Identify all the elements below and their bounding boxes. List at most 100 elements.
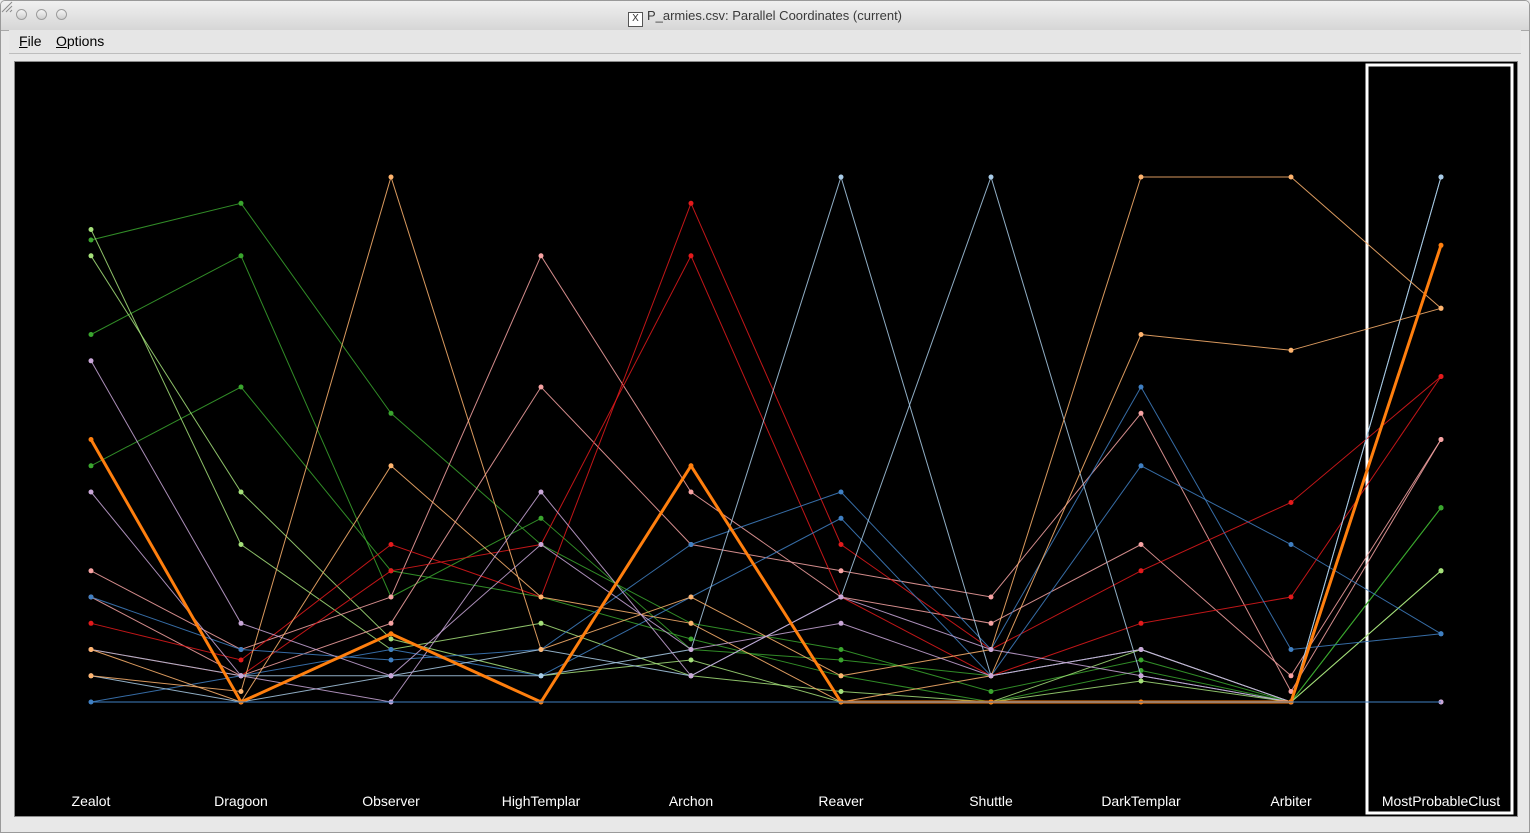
axis-label-MostProbableClust[interactable]: MostProbableClust xyxy=(1382,793,1500,809)
data-point-Arbiter[interactable] xyxy=(1288,174,1294,180)
data-point-HighTemplar[interactable] xyxy=(538,594,544,600)
data-point-Shuttle[interactable] xyxy=(988,174,994,180)
data-point-Observer[interactable] xyxy=(388,657,394,663)
data-point-HighTemplar[interactable] xyxy=(538,384,544,390)
data-point-MostProbableClust[interactable] xyxy=(1438,631,1444,637)
resize-grip-icon[interactable] xyxy=(1,1,13,13)
series-line[interactable] xyxy=(90,307,1442,703)
data-point-Observer[interactable] xyxy=(388,542,394,547)
data-point-Arbiter[interactable] xyxy=(1288,673,1294,679)
data-point-HighTemplar[interactable] xyxy=(538,253,544,259)
series-line[interactable] xyxy=(90,201,1442,661)
data-point-Zealot[interactable] xyxy=(88,673,94,679)
data-point-Zealot[interactable] xyxy=(88,647,94,652)
data-point-Arbiter[interactable] xyxy=(1288,500,1294,505)
series-cluster-lavender-2[interactable] xyxy=(88,489,1444,705)
data-point-Reaver[interactable] xyxy=(838,673,844,679)
data-point-Arbiter[interactable] xyxy=(1288,689,1294,694)
data-point-Arbiter[interactable] xyxy=(1288,647,1294,652)
data-point-Archon[interactable] xyxy=(688,200,694,206)
data-point-DarkTemplar[interactable] xyxy=(1138,384,1144,390)
data-point-Zealot[interactable] xyxy=(88,253,94,259)
data-point-Reaver[interactable] xyxy=(838,620,844,626)
data-point-Shuttle[interactable] xyxy=(988,647,994,652)
axis-label-Reaver[interactable]: Reaver xyxy=(818,793,863,809)
minimize-window-button[interactable] xyxy=(36,9,47,20)
data-point-Observer[interactable] xyxy=(388,647,394,652)
data-point-Dragoon[interactable] xyxy=(238,200,244,206)
series-line[interactable] xyxy=(90,229,1442,703)
data-point-HighTemplar[interactable] xyxy=(538,489,544,495)
data-point-Archon[interactable] xyxy=(688,647,694,652)
data-point-Observer[interactable] xyxy=(388,594,394,600)
data-point-Dragoon[interactable] xyxy=(238,673,244,679)
axis-label-DarkTemplar[interactable]: DarkTemplar xyxy=(1101,793,1181,809)
data-point-Archon[interactable] xyxy=(688,542,694,547)
data-point-Shuttle[interactable] xyxy=(988,689,994,694)
data-point-MostProbableClust[interactable] xyxy=(1438,305,1444,311)
data-point-Observer[interactable] xyxy=(388,673,394,679)
menu-file[interactable]: File xyxy=(19,33,42,49)
data-point-Dragoon[interactable] xyxy=(238,384,244,390)
data-point-DarkTemplar[interactable] xyxy=(1138,332,1144,337)
data-point-Reaver[interactable] xyxy=(838,542,844,547)
axis-label-Zealot[interactable]: Zealot xyxy=(72,793,111,809)
data-point-DarkTemplar[interactable] xyxy=(1138,174,1144,180)
data-point-Observer[interactable] xyxy=(388,568,394,574)
data-point-Reaver[interactable] xyxy=(838,689,844,694)
data-point-DarkTemplar[interactable] xyxy=(1138,657,1144,663)
data-point-HighTemplar[interactable] xyxy=(538,673,544,679)
data-point-DarkTemplar[interactable] xyxy=(1138,568,1144,574)
data-point-Reaver[interactable] xyxy=(838,174,844,180)
parallel-coordinates-chart[interactable]: Zealot Dragoon Observer HighTemplar Archon Re… xyxy=(15,62,1517,816)
title-bar[interactable]: X P_armies.csv: Parallel Coordinates (cur… xyxy=(1,1,1529,31)
series-line[interactable] xyxy=(90,491,1441,703)
data-point-Dragoon[interactable] xyxy=(238,489,244,495)
zoom-window-button[interactable] xyxy=(56,9,67,20)
axis-label-Arbiter[interactable]: Arbiter xyxy=(1270,793,1312,809)
close-window-button[interactable] xyxy=(16,9,27,20)
data-point-Archon[interactable] xyxy=(688,620,694,626)
series-line[interactable] xyxy=(90,385,1442,661)
data-point-Dragoon[interactable] xyxy=(238,657,244,663)
data-point-Observer[interactable] xyxy=(388,620,394,626)
data-point-Zealot[interactable] xyxy=(88,227,94,232)
data-point-DarkTemplar[interactable] xyxy=(1138,463,1144,469)
data-point-Arbiter[interactable] xyxy=(1288,542,1294,547)
data-point-MostProbableClust[interactable] xyxy=(1438,174,1444,180)
data-point-Archon[interactable] xyxy=(688,636,694,642)
data-point-Archon[interactable] xyxy=(688,594,694,600)
data-point-MostProbableClust[interactable] xyxy=(1438,568,1444,574)
data-point-Zealot[interactable] xyxy=(88,463,94,469)
axis-label-Dragoon[interactable]: Dragoon xyxy=(214,793,268,809)
series-line[interactable] xyxy=(90,465,1442,703)
data-point-Dragoon[interactable] xyxy=(238,542,244,547)
data-point-Dragoon[interactable] xyxy=(238,647,244,652)
data-point-Observer[interactable] xyxy=(388,636,394,642)
data-point-Archon[interactable] xyxy=(688,489,694,495)
data-point-DarkTemplar[interactable] xyxy=(1138,542,1144,547)
data-point-Observer[interactable] xyxy=(388,174,394,180)
data-point-DarkTemplar[interactable] xyxy=(1138,673,1144,679)
data-point-HighTemplar[interactable] xyxy=(538,620,544,626)
data-point-MostProbableClust[interactable] xyxy=(1438,505,1444,511)
data-point-Zealot[interactable] xyxy=(88,358,94,364)
data-point-Zealot[interactable] xyxy=(88,568,94,574)
data-point-Dragoon[interactable] xyxy=(238,253,244,259)
data-point-Observer[interactable] xyxy=(388,631,394,637)
series-cluster-red-1[interactable] xyxy=(88,200,1444,663)
data-point-MostProbableClust[interactable] xyxy=(1438,437,1444,442)
data-point-DarkTemplar[interactable] xyxy=(1138,410,1144,416)
data-point-DarkTemplar[interactable] xyxy=(1138,647,1144,652)
data-point-Reaver[interactable] xyxy=(838,647,844,652)
axis-label-HighTemplar[interactable]: HighTemplar xyxy=(502,793,581,809)
data-point-Reaver[interactable] xyxy=(838,594,844,600)
data-point-Shuttle[interactable] xyxy=(988,673,994,679)
data-point-Dragoon[interactable] xyxy=(238,620,244,626)
data-point-Reaver[interactable] xyxy=(838,515,844,521)
data-point-Archon[interactable] xyxy=(688,253,694,259)
data-point-Archon[interactable] xyxy=(688,657,694,663)
data-point-Reaver[interactable] xyxy=(838,568,844,574)
data-point-Observer[interactable] xyxy=(388,410,394,416)
data-point-DarkTemplar[interactable] xyxy=(1138,620,1144,626)
